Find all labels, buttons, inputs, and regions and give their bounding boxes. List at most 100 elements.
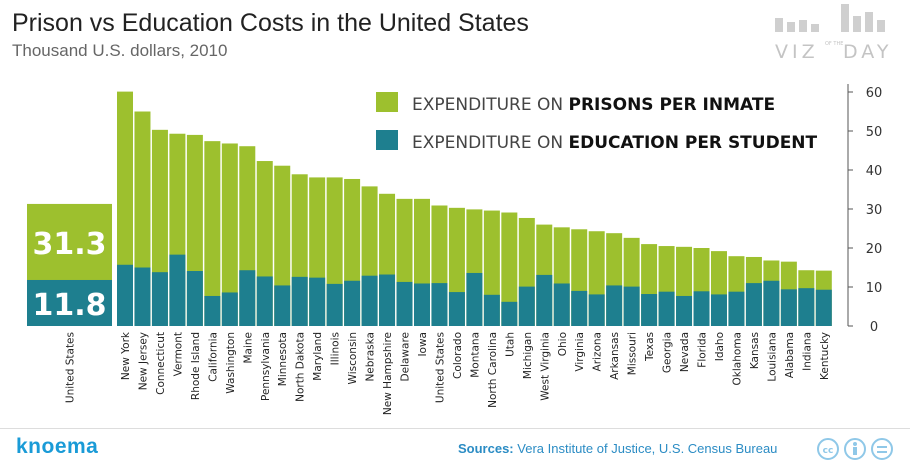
category-tick-label: Colorado xyxy=(452,332,464,379)
education-bar xyxy=(606,285,623,326)
education-bar xyxy=(763,280,780,326)
chart-subtitle: Thousand U.S. dollars, 2010 xyxy=(12,41,228,60)
category-tick-label: Ohio xyxy=(557,332,569,356)
legend-swatch xyxy=(376,92,398,112)
footer-divider xyxy=(0,428,910,429)
education-bar xyxy=(291,276,308,326)
category-tick-label: Pennsylvania xyxy=(260,332,272,401)
education-bar xyxy=(798,288,815,326)
prisons-bar xyxy=(204,141,221,326)
chart-title: Prison vs Education Costs in the United … xyxy=(12,9,529,37)
sources-text: Sources: Vera Institute of Justice, U.S.… xyxy=(458,441,777,456)
y-tick-label: 40 xyxy=(866,164,883,179)
education-bar xyxy=(571,290,588,326)
education-bar xyxy=(221,292,238,326)
category-tick-label: Arkansas xyxy=(609,332,621,380)
education-bar xyxy=(309,277,326,326)
education-bar xyxy=(553,283,570,326)
highlight-category-label: United States xyxy=(65,332,77,403)
education-bar xyxy=(256,276,273,326)
category-tick-label: Kansas xyxy=(749,332,761,369)
category-tick-label: Connecticut xyxy=(155,332,167,395)
knoema-logo[interactable]: knoema xyxy=(16,435,99,458)
category-tick-label: Indiana xyxy=(801,332,813,371)
category-tick-label: California xyxy=(207,332,219,382)
education-bar xyxy=(169,254,186,326)
education-bar xyxy=(518,286,535,326)
legend-label: EXPENDITURE ON PRISONS PER INMATE xyxy=(412,95,775,115)
education-bar xyxy=(728,291,745,326)
y-tick-label: 60 xyxy=(866,86,883,101)
category-tick-label: Vermont xyxy=(172,332,184,376)
category-tick-label: Georgia xyxy=(662,332,674,373)
education-bar xyxy=(379,274,396,326)
education-bar xyxy=(151,272,168,326)
education-bar xyxy=(117,264,133,326)
education-bar xyxy=(326,283,343,326)
category-tick-label: Minnesota xyxy=(277,332,289,386)
category-tick-label: Iowa xyxy=(417,332,429,357)
category-tick-label: Michigan xyxy=(522,332,534,379)
brand-of-the: OF THE xyxy=(825,41,843,47)
prisons-bar xyxy=(501,212,518,326)
education-bar xyxy=(204,295,221,326)
education-bar xyxy=(780,289,797,326)
education-bar xyxy=(676,295,693,326)
education-bar xyxy=(361,275,378,326)
legend-label: EXPENDITURE ON EDUCATION PER STUDENT xyxy=(412,133,818,153)
education-bar xyxy=(186,271,203,326)
category-tick-label: North Carolina xyxy=(487,332,499,408)
category-tick-label: Virginia xyxy=(574,332,586,372)
education-bar xyxy=(536,274,553,326)
education-bar xyxy=(588,294,605,326)
category-tick-label: Nevada xyxy=(679,332,691,372)
category-tick-label: Illinois xyxy=(330,332,342,365)
education-bar xyxy=(274,285,291,326)
category-tick-label: Kentucky xyxy=(819,332,831,380)
brand-viz: VIZ xyxy=(775,41,819,63)
highlight-education-label: 11.8 xyxy=(32,288,106,323)
category-tick-label: North Dakota xyxy=(295,332,307,402)
y-tick-label: 10 xyxy=(866,281,883,296)
category-tick-label: New York xyxy=(120,331,132,380)
category-tick-label: Arizona xyxy=(592,332,604,371)
category-tick-label: Alabama xyxy=(784,332,796,378)
y-tick-label: 20 xyxy=(866,242,883,257)
education-bar xyxy=(658,291,675,326)
category-tick-label: Utah xyxy=(504,332,516,357)
legend-swatch xyxy=(376,130,398,150)
category-tick-label: New Hampshire xyxy=(382,332,394,415)
y-tick-label: 30 xyxy=(866,203,883,218)
license-icons[interactable]: cc xyxy=(816,436,894,462)
category-tick-label: Maryland xyxy=(312,332,324,381)
svg-text:cc: cc xyxy=(823,446,834,456)
education-bar xyxy=(483,294,500,326)
cc-icon: cc xyxy=(817,438,839,460)
category-tick-label: Louisiana xyxy=(766,332,778,382)
category-tick-label: Florida xyxy=(697,332,709,368)
category-tick-label: West Virginia xyxy=(539,332,551,401)
category-tick-label: New Jersey xyxy=(137,332,149,390)
category-tick-label: United States xyxy=(434,332,446,403)
education-bar xyxy=(623,286,640,326)
education-bar xyxy=(239,270,256,326)
education-bar xyxy=(641,294,658,326)
person-icon xyxy=(844,438,866,460)
equals-icon xyxy=(871,438,893,460)
sources-value: Vera Institute of Justice, U.S. Census B… xyxy=(517,441,778,456)
education-bar xyxy=(815,289,832,326)
education-bar xyxy=(431,283,448,326)
category-tick-label: Rhode Island xyxy=(190,332,202,400)
category-tick-label: Missouri xyxy=(627,332,639,375)
category-tick-label: Washington xyxy=(225,332,237,394)
bar-chart: 31.3 11.8 United States New York New Jersey C… xyxy=(27,84,883,415)
category-tick-label: Delaware xyxy=(400,332,412,381)
category-tick-label: Idaho xyxy=(714,332,726,361)
education-bar xyxy=(134,267,151,326)
sources-label: Sources: xyxy=(458,441,514,456)
education-bar xyxy=(693,291,710,326)
category-tick-label: Wisconsin xyxy=(347,332,359,384)
education-bar xyxy=(396,281,413,326)
viz-of-the-day-logo: VIZ OF THE DAY xyxy=(771,4,899,64)
category-tick-label: Nebraska xyxy=(365,332,377,382)
